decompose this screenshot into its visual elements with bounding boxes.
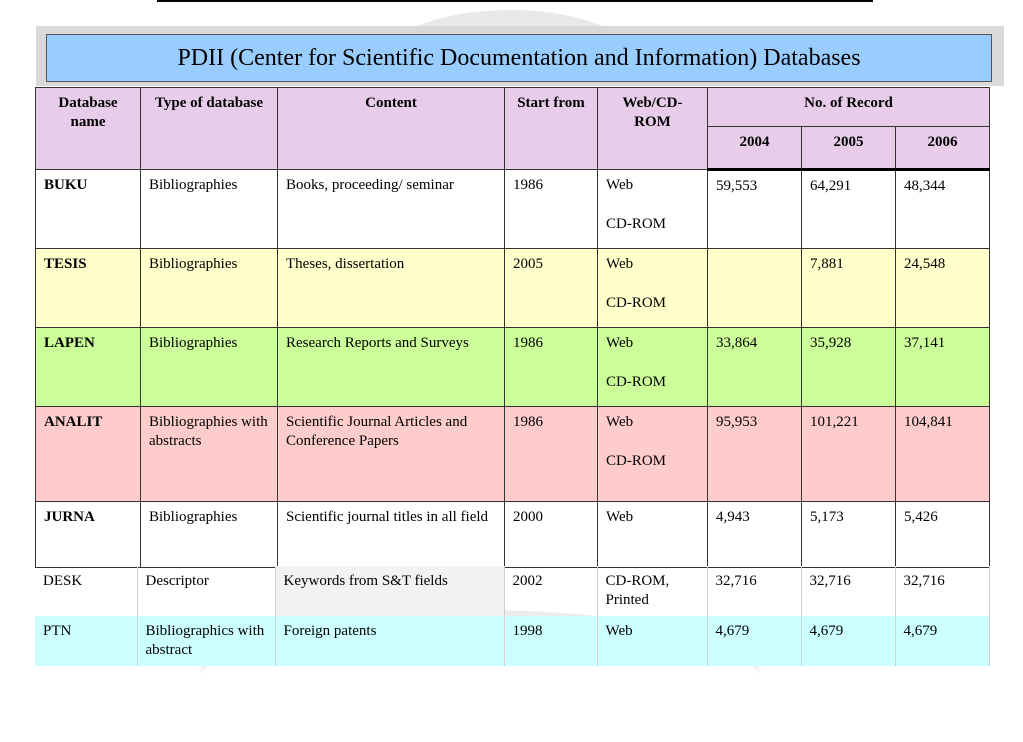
cell-2004: 4,943 (707, 501, 802, 568)
cell-2005: 5,173 (801, 501, 896, 568)
cell-start: 2002 (504, 566, 598, 616)
header-records: No. of Record (706, 87, 991, 127)
web-label: Web (606, 414, 634, 430)
cell-type: Bibliographics with abstract (137, 616, 276, 666)
cell-2005: 7,881 (801, 248, 896, 328)
web-label: Web (606, 177, 634, 193)
cell-web: Web CD-ROM (597, 327, 708, 407)
cell-start: 1998 (504, 616, 598, 666)
header-start: Start from (504, 87, 598, 170)
cell-2004 (707, 248, 802, 328)
cell-web: Web (597, 616, 708, 666)
header-year: 2005 (801, 126, 896, 171)
cell-2005: 35,928 (801, 327, 896, 407)
cell-2006: 37,141 (894, 327, 991, 407)
cdrom-label: CD-ROM (606, 216, 667, 232)
cell-2006: 4,679 (895, 616, 990, 666)
cell-2006: 5,426 (894, 501, 991, 568)
cell-2006: 24,548 (894, 248, 991, 328)
cell-name: TESIS (35, 248, 141, 328)
cdrom-label: CD-ROM (606, 453, 667, 469)
cell-name: DESK (35, 566, 138, 616)
header-database-name: Database name (35, 87, 141, 170)
table-row: BUKU Bibliographies Books, proceeding/ s… (35, 169, 991, 249)
cell-content: Foreign patents (275, 616, 505, 666)
cell-name: BUKU (35, 169, 141, 249)
cell-2006: 48,344 (894, 169, 991, 249)
databases-table: Database name Type of database Content S… (35, 87, 991, 568)
cell-2006: 32,716 (895, 566, 990, 616)
table-row: ANALIT Bibliographies with abstracts Sci… (35, 406, 991, 502)
cell-type: Descriptor (137, 566, 276, 616)
cell-2004: 33,864 (707, 327, 802, 407)
cell-content: Theses, dissertation (277, 248, 505, 328)
cell-web: Web CD-ROM (597, 169, 708, 249)
cell-web: Web CD-ROM (597, 406, 708, 502)
cell-2006: 104,841 (894, 406, 991, 502)
table-row: LAPEN Bibliographies Research Reports an… (35, 327, 991, 407)
table-row: DESK Descriptor Keywords from S&T fields… (35, 566, 990, 616)
cell-start: 1986 (504, 327, 598, 407)
cell-type: Bibliographies (140, 327, 278, 407)
header-year: 2004 (707, 126, 802, 171)
cell-name: ANALIT (35, 406, 141, 502)
cell-content: Books, proceeding/ seminar (277, 169, 505, 249)
cell-2004: 95,953 (707, 406, 802, 502)
header-year: 2006 (894, 126, 991, 171)
cell-start: 2005 (504, 248, 598, 328)
cell-web: CD-ROM, Printed (597, 566, 708, 616)
cell-2004: 32,716 (707, 566, 802, 616)
cell-type: Bibliographies (140, 501, 278, 568)
table-row: TESIS Bibliographies Theses, dissertatio… (35, 248, 991, 328)
table-row: PTN Bibliographics with abstract Foreign… (35, 616, 990, 666)
cell-2005: 64,291 (801, 169, 896, 249)
header-web: Web/CD-ROM (597, 87, 708, 170)
cell-name: JURNA (35, 501, 141, 568)
cell-name: LAPEN (35, 327, 141, 407)
web-label: Web (606, 256, 634, 272)
cell-content: Scientific Journal Articles and Conferen… (277, 406, 505, 502)
cdrom-label: CD-ROM (606, 295, 667, 311)
cell-start: 1986 (504, 406, 598, 502)
cell-web: Web CD-ROM (597, 248, 708, 328)
cell-2004: 4,679 (707, 616, 802, 666)
header-type: Type of database (140, 87, 278, 170)
cell-type: Bibliographies with abstracts (140, 406, 278, 502)
cell-content: Research Reports and Surveys (277, 327, 505, 407)
page-title: PDII (Center for Scientific Documentatio… (46, 34, 992, 82)
top-rule (157, 0, 873, 2)
cell-type: Bibliographies (140, 248, 278, 328)
cell-type: Bibliographies (140, 169, 278, 249)
cell-content: Keywords from S&T fields (275, 566, 505, 616)
cell-web: Web (597, 501, 708, 568)
extra-databases-table: DESK Descriptor Keywords from S&T fields… (35, 566, 990, 666)
header-content: Content (277, 87, 505, 170)
cell-2005: 32,716 (801, 566, 896, 616)
cell-2005: 101,221 (801, 406, 896, 502)
cell-start: 2000 (504, 501, 598, 568)
cell-2004: 59,553 (707, 169, 802, 249)
cell-2005: 4,679 (801, 616, 896, 666)
table-row: JURNA Bibliographies Scientific journal … (35, 501, 991, 568)
cell-content: Scientific journal titles in all field (277, 501, 505, 568)
cdrom-label: CD-ROM (606, 374, 667, 390)
cell-name: PTN (35, 616, 138, 666)
cell-start: 1986 (504, 169, 598, 249)
web-label: Web (606, 335, 634, 351)
